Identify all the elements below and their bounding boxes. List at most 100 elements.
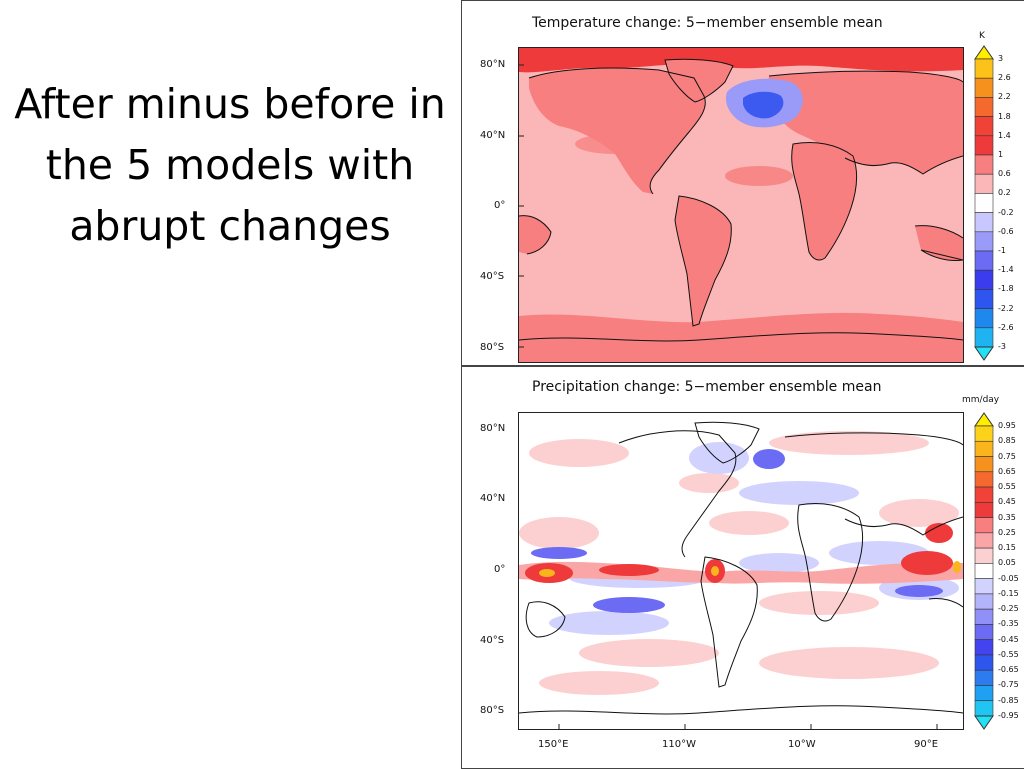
precip-lat-label-0: 0° — [494, 564, 506, 575]
temperature-colorbar-swatch — [974, 250, 994, 271]
temp-lat-label-0: 0° — [494, 200, 506, 211]
precipitation-colorbar-level-label: -0.65 — [998, 665, 1019, 675]
precipitation-colorbar-swatch — [974, 654, 994, 671]
temperature-colorbar-level-label: -0.2 — [998, 207, 1014, 217]
temperature-colorbar-level-label: 0.2 — [998, 188, 1011, 198]
temperature-colorbar-level-label: 1 — [998, 150, 1004, 159]
precipitation-colorbar-swatch — [974, 608, 994, 625]
precipitation-unit-label: mm/day — [962, 395, 1000, 405]
precipitation-colorbar-swatch — [974, 425, 994, 442]
temperature-colorbar-level-label: 3 — [998, 54, 1004, 63]
temperature-colorbar-level-label: -0.6 — [998, 226, 1014, 236]
precipitation-colorbar — [974, 412, 994, 730]
precipitation-colorbar-swatch — [974, 624, 994, 640]
slide-title: After minus before in the 5 models with … — [0, 74, 460, 257]
precipitation-colorbar-swatch — [974, 486, 994, 503]
precipitation-map-panel: Precipitation change: 5−member ensemble … — [461, 366, 1024, 769]
temperature-map — [518, 47, 964, 363]
precip-lat-label-40s: 40°S — [480, 635, 505, 646]
temperature-colorbar-swatch — [974, 231, 994, 252]
precipitation-colorbar-level-label: 0.05 — [998, 558, 1016, 568]
temperature-colorbar-level-label: -3 — [998, 342, 1006, 351]
temperature-unit-label: K — [979, 31, 985, 41]
precip-lon-label-90e: 90°E — [914, 739, 939, 750]
precipitation-colorbar-level-label: 0.35 — [998, 512, 1016, 522]
temperature-colorbar-level-label: 2.6 — [998, 73, 1011, 83]
precipitation-colorbar-swatch — [974, 471, 994, 488]
slide-title-line-3: abrupt changes — [69, 202, 391, 250]
precip-lon-label-150e: 150°E — [538, 739, 569, 750]
temperature-colorbar-swatch — [974, 58, 994, 79]
precipitation-colorbar-swatch — [974, 669, 994, 686]
slide-title-line-2: the 5 models with — [45, 141, 415, 189]
precipitation-colorbar-level-label: -0.85 — [998, 695, 1019, 705]
precipitation-colorbar-swatch — [974, 456, 994, 473]
precipitation-colorbar-swatch — [974, 578, 994, 595]
temperature-colorbar-swatch — [974, 77, 994, 98]
precipitation-colorbar-level-label: -0.25 — [998, 604, 1019, 614]
precip-lat-label-80s: 80°S — [480, 705, 505, 716]
precipitation-colorbar-swatch — [974, 440, 994, 457]
precipitation-colorbar-level-label: 0.85 — [998, 436, 1016, 446]
precipitation-colorbar-level-label: -0.55 — [998, 649, 1019, 659]
temperature-colorbar-swatch — [974, 212, 994, 233]
precipitation-colorbar-level-label: -0.15 — [998, 588, 1019, 598]
precipitation-colorbar-level-label: -0.45 — [998, 634, 1019, 644]
precip-lat-label-40n: 40°N — [480, 493, 506, 504]
precipitation-colorbar-swatch — [974, 639, 994, 656]
precipitation-map-title: Precipitation change: 5−member ensemble … — [532, 379, 882, 395]
temperature-colorbar-top-arrow — [974, 45, 994, 60]
precipitation-colorbar-swatch — [974, 547, 994, 564]
temperature-colorbar-level-label: -2.2 — [998, 303, 1014, 313]
precipitation-map — [518, 412, 964, 730]
temperature-colorbar-level-label: 2.2 — [998, 92, 1011, 102]
precip-lon-label-10w: 10°W — [788, 739, 816, 750]
temperature-colorbar-level-label: 1.4 — [998, 130, 1011, 140]
temperature-colorbar-level-label: -1.4 — [998, 265, 1014, 275]
slide-title-line-1: After minus before in — [14, 80, 446, 128]
temperature-map-panel: Temperature change: 5−member ensemble me… — [461, 0, 1024, 366]
precipitation-colorbar-level-label: 0.55 — [998, 482, 1016, 492]
precipitation-colorbar-swatch — [974, 700, 994, 717]
precip-lat-label-80n: 80°N — [480, 423, 506, 434]
precipitation-colorbar-top-arrow — [974, 412, 994, 427]
temperature-colorbar-bottom-arrow — [974, 346, 994, 361]
temperature-map-graphic — [519, 48, 963, 362]
temperature-colorbar-level-label: 1.8 — [998, 111, 1011, 121]
temperature-colorbar-level-label: -1 — [998, 246, 1006, 255]
temperature-colorbar-level-label: -1.8 — [998, 284, 1014, 294]
temperature-colorbar-swatch — [974, 308, 994, 329]
precipitation-colorbar-swatch — [974, 517, 994, 534]
precipitation-colorbar-swatch — [974, 563, 994, 579]
temp-lat-label-80n: 80°N — [480, 59, 506, 70]
temperature-colorbar — [974, 45, 994, 361]
temperature-colorbar-swatch — [974, 116, 994, 137]
precipitation-map-graphic — [519, 413, 963, 729]
temperature-colorbar-swatch — [974, 173, 994, 194]
temperature-colorbar-swatch — [974, 327, 994, 348]
temperature-map-title: Temperature change: 5−member ensemble me… — [532, 15, 883, 31]
precipitation-colorbar-level-label: 0.45 — [998, 497, 1016, 507]
temperature-colorbar-swatch — [974, 269, 994, 290]
precipitation-colorbar-level-label: 0.65 — [998, 466, 1016, 476]
temperature-colorbar-swatch — [974, 193, 994, 213]
precipitation-colorbar-swatch — [974, 593, 994, 610]
precip-lon-label-110w: 110°W — [662, 739, 696, 750]
precipitation-colorbar-level-label: 0.95 — [998, 421, 1016, 430]
temperature-colorbar-swatch — [974, 154, 994, 175]
temperature-colorbar-swatch — [974, 289, 994, 309]
temp-lat-label-40n: 40°N — [480, 130, 506, 141]
precipitation-colorbar-level-label: -0.95 — [998, 711, 1019, 720]
precipitation-colorbar-level-label: -0.05 — [998, 573, 1019, 583]
temperature-colorbar-level-label: -2.6 — [998, 322, 1014, 332]
precipitation-colorbar-level-label: -0.35 — [998, 619, 1019, 629]
temperature-colorbar-swatch — [974, 97, 994, 117]
precipitation-colorbar-level-label: -0.75 — [998, 680, 1019, 690]
temp-lat-label-80s: 80°S — [480, 342, 505, 353]
precipitation-colorbar-level-label: 0.75 — [998, 451, 1016, 461]
temperature-colorbar-level-label: 0.6 — [998, 169, 1011, 179]
precipitation-colorbar-level-label: 0.25 — [998, 527, 1016, 537]
precipitation-colorbar-swatch — [974, 502, 994, 518]
precipitation-colorbar-swatch — [974, 685, 994, 702]
temp-lat-label-40s: 40°S — [480, 271, 505, 282]
